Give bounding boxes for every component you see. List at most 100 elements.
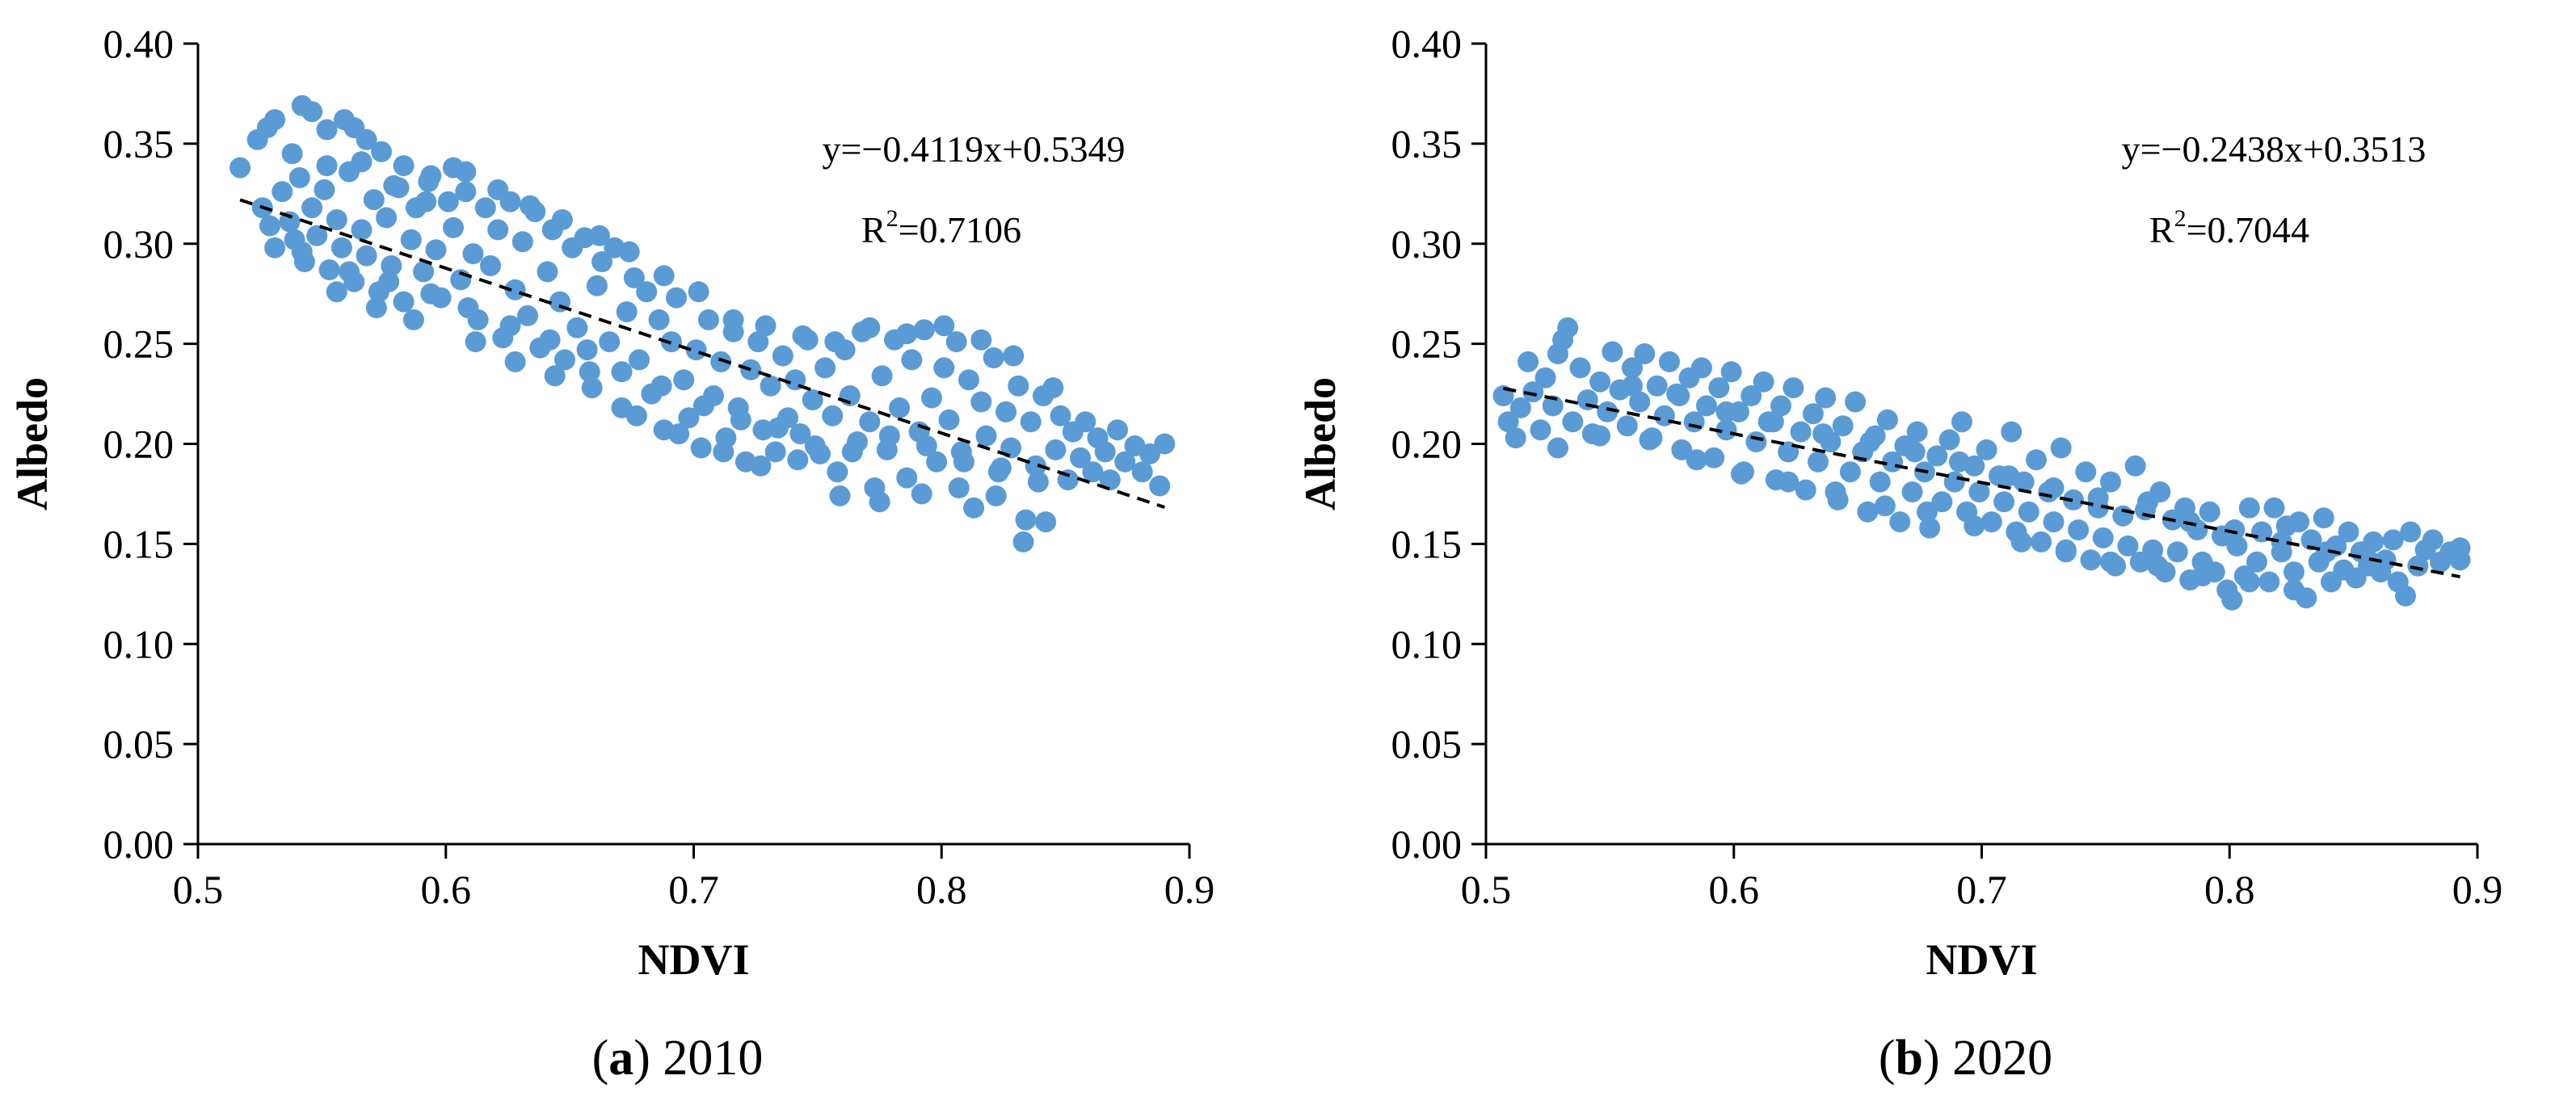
data-point: [1646, 375, 1668, 397]
data-point: [611, 361, 633, 383]
data-point: [316, 155, 338, 177]
data-point: [1951, 411, 1972, 433]
data-point: [948, 477, 970, 498]
data-point: [1770, 395, 1791, 417]
data-point: [722, 309, 744, 330]
data-point: [1602, 341, 1623, 363]
data-points: [229, 95, 1176, 552]
r-squared-symbol: R: [861, 209, 886, 250]
data-point: [474, 197, 496, 219]
data-point: [789, 423, 811, 445]
y-tick-label: 0.15: [103, 521, 175, 566]
data-point: [1114, 451, 1136, 473]
y-tick-label: 0.00: [103, 821, 175, 867]
scatter-chart-2010: 0.5 0.6 0.7 0.8 0.9 0.00 0.05 0.10 0.15 0.20 0.25 0…: [8, 21, 1214, 1086]
data-point: [566, 317, 588, 338]
data-point: [504, 279, 526, 300]
data-point: [767, 417, 789, 439]
data-point: [1082, 461, 1104, 483]
data-point: [1012, 531, 1034, 552]
data-point: [520, 195, 541, 216]
y-tick-label: 0.25: [1391, 321, 1463, 367]
panel-caption: (a) 2010: [592, 1031, 764, 1086]
data-point: [859, 411, 881, 433]
data-point: [829, 485, 851, 506]
data-point: [970, 329, 992, 351]
data-point: [443, 216, 464, 238]
data-point: [730, 409, 751, 431]
data-point: [1753, 371, 1774, 393]
y-axis-label: Albedo: [8, 377, 57, 510]
data-point: [692, 395, 714, 417]
data-point: [1790, 421, 1812, 443]
data-point: [1859, 431, 1881, 452]
data-point: [822, 405, 844, 426]
data-point: [487, 219, 509, 241]
data-point: [1094, 441, 1116, 463]
data-point: [1522, 381, 1544, 403]
data-point: [2112, 505, 2134, 527]
data-point: [2147, 555, 2169, 577]
data-point: [827, 461, 848, 483]
x-tick-label: 0.7: [668, 867, 719, 912]
y-tick-label: 0.10: [1391, 621, 1463, 666]
r-squared-superscript: 2: [886, 205, 899, 232]
data-point: [378, 271, 400, 292]
data-point: [1131, 461, 1153, 483]
data-point: [487, 179, 509, 200]
data-point: [1715, 401, 1737, 422]
data-point: [1931, 491, 1953, 513]
x-tick-label: 0.8: [916, 867, 967, 912]
data-point: [259, 215, 280, 237]
data-point: [1669, 385, 1690, 406]
data-point: [1889, 511, 1911, 533]
data-point: [1731, 463, 1752, 485]
y-tick-label: 0.30: [1391, 221, 1463, 267]
data-point: [1639, 429, 1661, 451]
data-point: [504, 351, 526, 372]
data-point: [933, 315, 955, 337]
caption-paren-open: (: [592, 1031, 609, 1086]
data-point: [690, 437, 712, 459]
data-point: [1720, 361, 1742, 383]
data-point: [1845, 391, 1867, 413]
data-point: [2271, 531, 2292, 552]
data-point: [1008, 375, 1029, 397]
data-point: [2422, 529, 2443, 551]
data-point: [1497, 411, 1519, 433]
data-point: [314, 179, 335, 200]
y-tick-label: 0.40: [1391, 21, 1463, 66]
data-point: [1778, 471, 1799, 493]
data-point: [2050, 437, 2072, 459]
data-point: [1976, 439, 1997, 460]
data-point: [1020, 411, 1042, 433]
data-point: [2075, 461, 2097, 483]
data-point: [673, 369, 695, 391]
data-point: [990, 457, 1012, 479]
data-point: [2395, 585, 2416, 607]
data-point: [889, 397, 911, 418]
data-point: [2363, 531, 2384, 552]
data-point: [1715, 419, 1737, 441]
data-point: [859, 317, 881, 338]
x-axis-label: NDVI: [1926, 935, 2037, 984]
data-point: [2199, 501, 2220, 523]
x-tick-label: 0.5: [173, 867, 224, 912]
data-point: [625, 405, 647, 426]
data-point: [814, 357, 836, 379]
data-point: [933, 357, 955, 379]
data-point: [2300, 529, 2322, 551]
data-point: [1703, 447, 1725, 468]
data-point: [2124, 455, 2146, 477]
data-point: [2010, 531, 2032, 552]
data-point: [288, 167, 310, 188]
data-point: [1045, 439, 1067, 460]
data-point: [2288, 511, 2310, 533]
data-point: [921, 387, 942, 409]
data-point: [710, 351, 732, 372]
y-tick-label: 0.00: [1391, 821, 1463, 867]
x-tick-label: 0.9: [2452, 867, 2503, 912]
regression-line: [1503, 386, 2460, 579]
data-point: [878, 425, 900, 447]
data-point: [1042, 377, 1064, 399]
